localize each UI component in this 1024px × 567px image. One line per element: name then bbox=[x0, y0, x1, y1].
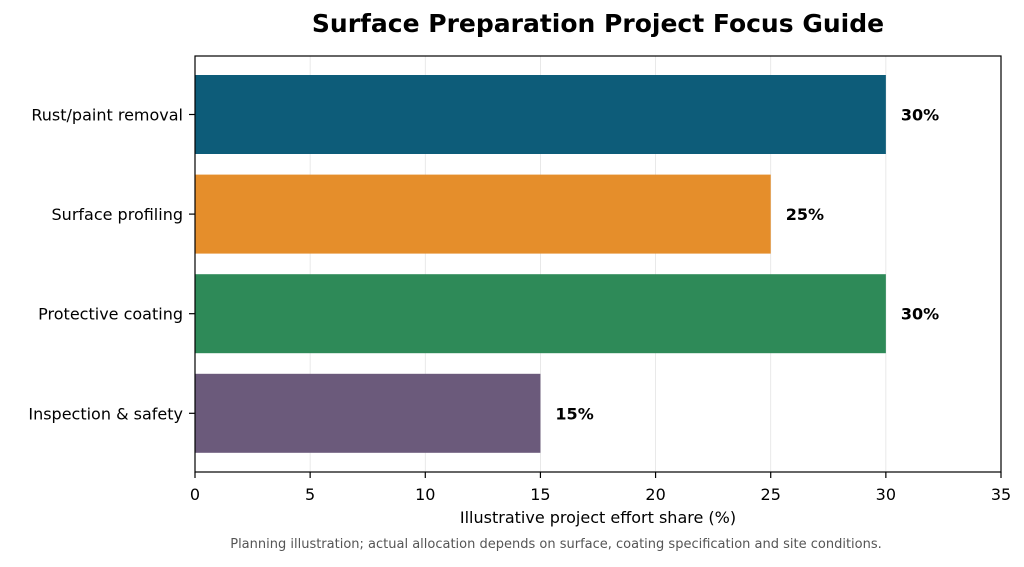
bar-0 bbox=[195, 75, 886, 154]
bar-1 bbox=[195, 174, 771, 254]
x-tick-label-4: 20 bbox=[645, 485, 665, 504]
footnote: Planning illustration; actual allocation… bbox=[230, 537, 882, 552]
x-tick-label-1: 5 bbox=[305, 485, 315, 504]
x-tick-label-3: 15 bbox=[530, 485, 550, 504]
bars bbox=[195, 75, 886, 453]
x-tick-label-2: 10 bbox=[415, 485, 435, 504]
data-labels: 30% 25% 30% 15% bbox=[555, 106, 939, 424]
category-label-1: Surface profiling bbox=[52, 205, 183, 224]
category-label-3: Inspection & safety bbox=[28, 404, 183, 423]
chart-title: Surface Preparation Project Focus Guide bbox=[312, 9, 884, 38]
x-tick-label-7: 35 bbox=[991, 485, 1011, 504]
x-tick-label-6: 30 bbox=[876, 485, 896, 504]
category-label-0: Rust/paint removal bbox=[31, 106, 183, 125]
x-axis-ticks: 0 5 10 15 20 25 30 35 bbox=[190, 472, 1011, 504]
bar-3 bbox=[195, 373, 541, 453]
category-labels: Rust/paint removal Surface profiling Prote… bbox=[28, 106, 195, 423]
x-tick-label-0: 0 bbox=[190, 485, 200, 504]
data-label-1: 25% bbox=[786, 205, 824, 224]
category-label-2: Protective coating bbox=[38, 305, 183, 324]
plot-frame bbox=[194, 55, 1002, 473]
x-axis-label: Illustrative project effort share (%) bbox=[460, 508, 736, 527]
x-tick-label-5: 25 bbox=[761, 485, 781, 504]
bar-2 bbox=[195, 274, 886, 354]
data-label-2: 30% bbox=[901, 305, 939, 324]
data-label-3: 15% bbox=[555, 404, 593, 423]
data-label-0: 30% bbox=[901, 106, 939, 125]
